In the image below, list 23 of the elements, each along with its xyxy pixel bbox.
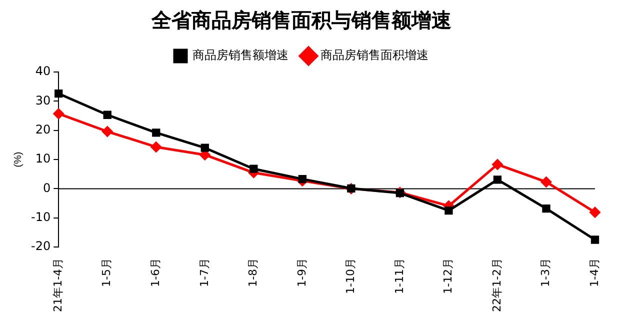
x-tick-label: 1-10月: [344, 258, 358, 294]
x-tick-label: 1-3月: [539, 258, 552, 288]
legend-label: 商品房销售额增速: [192, 48, 288, 62]
x-tick-label: 1-4月: [588, 258, 601, 288]
x-tick-label: 1-6月: [148, 258, 162, 288]
x-tick-label: 1-5月: [100, 258, 114, 288]
x-tick-label: 1-8月: [246, 258, 260, 288]
y-axis-title: (%): [12, 152, 24, 168]
x-tick-label: 1-12月: [442, 258, 455, 294]
y-tick-label: 40: [35, 64, 51, 78]
legend-label: 商品房销售面积增速: [320, 48, 428, 62]
x-tick-label: 1-7月: [198, 258, 211, 288]
y-tick-label: 10: [35, 152, 51, 166]
y-tick-label: 0: [42, 180, 51, 195]
chart-title: 全省商品房销售面积与销售额增速: [150, 8, 452, 32]
x-tick-label: 22年1-2月: [490, 258, 504, 312]
x-tick-label: 21年1-4月: [51, 258, 64, 312]
x-tick-label: 1-9月: [295, 258, 308, 288]
y-tick-label: -10: [30, 210, 51, 224]
y-tick-label: 20: [35, 122, 51, 136]
y-tick-label: 30: [35, 93, 51, 108]
x-tick-label: 1-11月: [392, 258, 406, 294]
y-tick-label: -20: [30, 239, 51, 254]
